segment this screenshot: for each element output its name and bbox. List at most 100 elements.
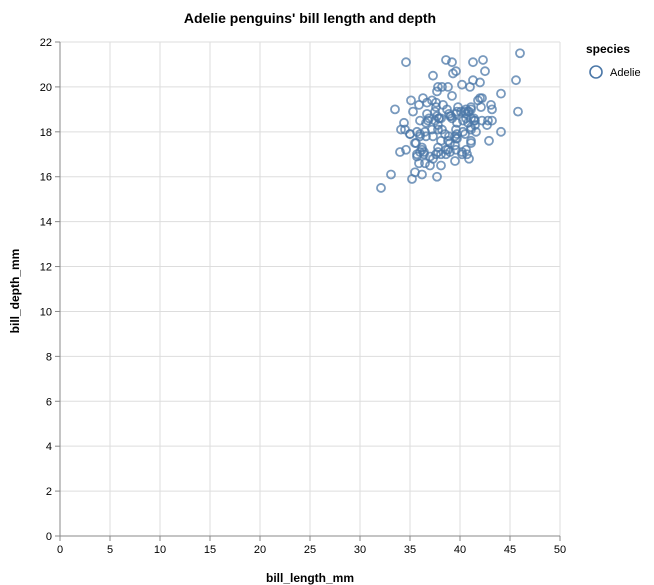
data-point <box>422 108 432 119</box>
data-point <box>417 144 427 155</box>
data-point <box>496 126 506 137</box>
data-point <box>515 48 525 59</box>
y-tick-label: 10 <box>40 306 52 318</box>
data-point <box>470 120 480 130</box>
data-point <box>496 88 506 99</box>
data-point <box>482 120 492 130</box>
x-tick-label: 15 <box>204 544 216 556</box>
data-point <box>452 106 462 117</box>
data-point <box>447 57 457 68</box>
data-point <box>450 156 460 166</box>
data-point <box>432 171 442 182</box>
x-tick-label: 25 <box>304 544 316 556</box>
data-point <box>406 95 416 106</box>
data-point <box>433 124 443 135</box>
data-point <box>428 153 438 164</box>
data-point <box>441 55 451 65</box>
data-point <box>414 158 424 169</box>
data-point <box>432 86 442 97</box>
data-point <box>386 169 396 180</box>
data-point <box>456 106 466 117</box>
data-point <box>438 99 448 110</box>
y-tick-label: 12 <box>40 262 52 274</box>
data-point <box>461 144 471 155</box>
legend: species Adelie <box>586 42 641 79</box>
data-point <box>480 66 490 77</box>
x-tick-label: 50 <box>554 544 566 556</box>
data-point <box>471 126 481 137</box>
x-tick-label: 0 <box>57 544 63 556</box>
data-point <box>408 106 418 117</box>
x-tick-label: 10 <box>154 544 166 556</box>
data-point <box>486 99 496 110</box>
data-point <box>420 158 430 169</box>
data-point <box>445 147 455 157</box>
data-point <box>478 55 488 65</box>
data-point <box>447 90 457 101</box>
data-point <box>423 115 433 126</box>
legend-title: species <box>586 42 630 56</box>
data-point <box>484 135 494 146</box>
x-tick-label: 30 <box>354 544 366 556</box>
data-point <box>433 82 443 92</box>
grid <box>59 41 561 537</box>
y-tick-label: 20 <box>40 82 52 94</box>
x-tick-label: 20 <box>254 544 266 556</box>
data-point <box>451 144 461 155</box>
data-point <box>476 102 486 113</box>
data-point <box>447 113 457 124</box>
data-point <box>452 133 462 144</box>
chart-title: Adelie penguins' bill length and depth <box>184 10 436 26</box>
data-point <box>418 93 428 104</box>
data-point <box>466 138 476 148</box>
legend-symbol-adelie <box>589 65 603 79</box>
data-point <box>407 174 417 184</box>
series-adelie-points <box>376 48 525 193</box>
y-axis-ticks: 0 2 4 6 8 10 12 14 16 18 20 22 <box>40 37 60 543</box>
y-axis-title: bill_depth_mm <box>8 249 22 334</box>
y-tick-label: 6 <box>46 396 52 408</box>
data-point <box>513 106 523 117</box>
x-tick-label: 45 <box>504 544 516 556</box>
y-tick-label: 18 <box>40 127 52 139</box>
data-point <box>436 149 446 160</box>
x-axis-title: bill_length_mm <box>266 571 354 585</box>
y-tick-label: 22 <box>40 37 52 49</box>
data-point <box>445 111 455 121</box>
data-point <box>451 124 461 135</box>
data-point <box>415 147 425 157</box>
data-point <box>401 57 411 68</box>
y-tick-label: 8 <box>46 351 52 363</box>
data-point <box>468 57 478 68</box>
data-point <box>421 131 431 142</box>
data-point <box>436 135 446 146</box>
data-point <box>428 131 438 142</box>
data-point <box>470 115 480 126</box>
x-tick-label: 5 <box>107 544 113 556</box>
legend-label-adelie: Adelie <box>610 67 641 79</box>
data-point <box>395 147 405 157</box>
data-point <box>405 129 415 139</box>
data-point <box>487 104 497 115</box>
y-tick-label: 16 <box>40 172 52 184</box>
data-point <box>417 169 427 180</box>
data-point <box>452 129 462 139</box>
data-point <box>511 75 521 86</box>
y-tick-label: 2 <box>46 486 52 498</box>
data-point <box>401 144 411 155</box>
y-tick-label: 4 <box>46 441 52 453</box>
data-point <box>477 93 487 104</box>
data-point <box>462 149 472 160</box>
data-point <box>483 115 493 126</box>
data-point <box>390 104 400 115</box>
x-tick-label: 35 <box>404 544 416 556</box>
data-point <box>376 183 386 193</box>
data-point <box>457 79 467 90</box>
data-point <box>399 117 409 128</box>
data-point <box>443 82 453 92</box>
y-tick-label: 0 <box>46 531 52 543</box>
data-point <box>436 160 446 171</box>
data-point <box>421 117 431 128</box>
data-point <box>430 115 440 126</box>
